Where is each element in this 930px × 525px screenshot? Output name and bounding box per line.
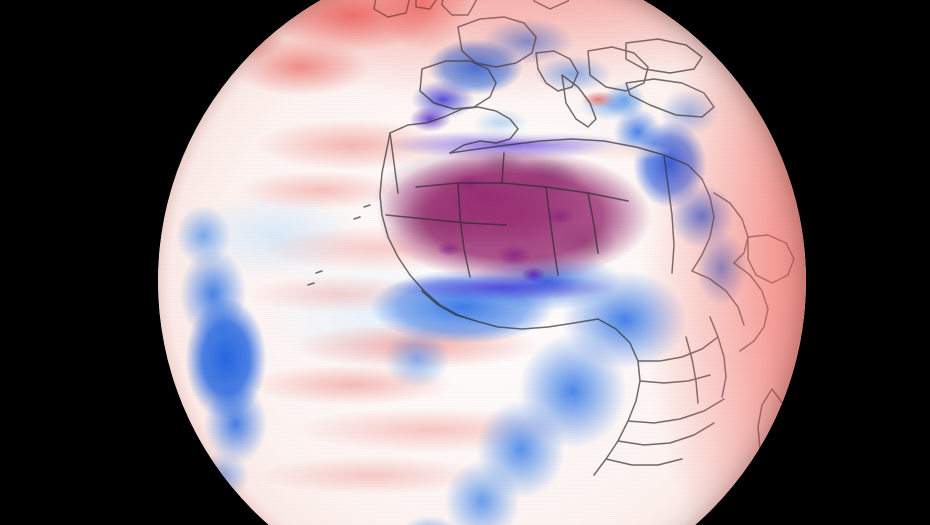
video-grain-overlay [158, 0, 806, 525]
atmospheric-limb-north [158, 0, 806, 525]
anomaly-globe[interactable] [158, 0, 806, 525]
